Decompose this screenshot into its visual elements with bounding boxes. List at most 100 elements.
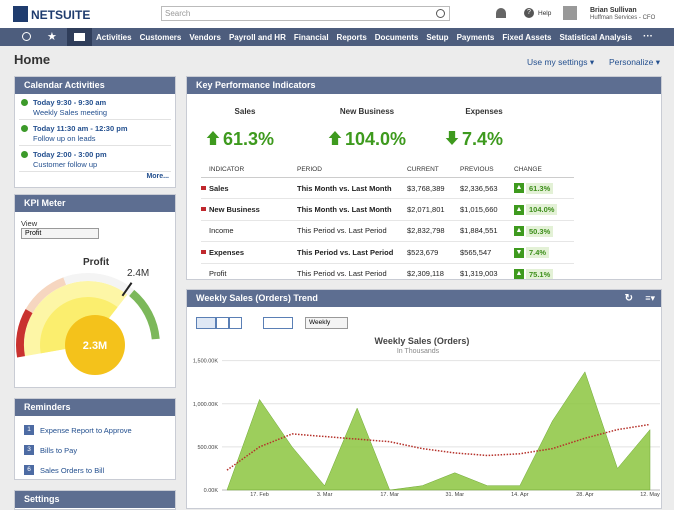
cell-text: $2,071,801 <box>407 205 445 215</box>
change-badge: ▲ 50.3% <box>514 225 554 237</box>
nav-item[interactable]: Fixed Assets <box>502 32 552 42</box>
chart-type-trend[interactable] <box>263 317 293 329</box>
chart-type-bar[interactable] <box>229 317 242 329</box>
table-cell: This Period vs. Last Period <box>297 263 407 279</box>
table-row: Income This Period vs. Last Period $2,832,… <box>201 220 574 243</box>
headline-name: New Business <box>339 107 395 116</box>
event-time[interactable]: Today 9:30 - 9:30 am <box>33 98 107 107</box>
change-badge: ▲ 75.1% <box>514 268 554 279</box>
portlet-title: Reminders <box>15 399 175 416</box>
kpi-table: INDICATOR PERIOD CURRENT PREVIOUS CHANGE Sale… <box>201 161 574 279</box>
cell-text: $565,547 <box>460 247 492 257</box>
nav-item[interactable]: Reports <box>336 32 367 42</box>
help-link[interactable]: Help <box>538 10 552 17</box>
table-row: Expenses This Period vs. Last Period $523,… <box>201 241 574 264</box>
check-icon <box>21 125 28 132</box>
reminder-count: 3 <box>24 445 34 455</box>
table-cell: $2,071,801 <box>407 198 460 221</box>
headline-change: 7.4% <box>462 129 504 149</box>
event-label[interactable]: Customer follow up <box>33 160 98 169</box>
portlet-title: Calendar Activities <box>15 77 175 94</box>
calendar-portlet: Calendar Activities Today 9:30 - 9:30 am… <box>14 76 176 188</box>
cell-text: $1,015,660 <box>460 205 498 215</box>
view-select[interactable]: Profit <box>21 228 99 239</box>
table-cell: $3,768,389 <box>407 177 460 200</box>
home-tab[interactable] <box>67 28 92 46</box>
table-cell: $1,884,551 <box>460 220 514 243</box>
flag-icon <box>201 207 206 212</box>
table-cell: Expenses <box>201 241 297 264</box>
search-icon <box>436 9 445 18</box>
column-header: INDICATOR <box>201 161 297 178</box>
cell-text: Expenses <box>209 247 245 257</box>
cell-text: This Month vs. Last Month <box>297 183 392 193</box>
nav-item[interactable]: Payroll and HR <box>228 32 286 42</box>
nav-item[interactable]: Documents <box>374 32 419 42</box>
change-value: 104.0% <box>526 204 558 216</box>
nav-more[interactable]: ··· <box>643 31 653 42</box>
table-cell: $1,015,660 <box>460 198 514 221</box>
cell-text: Profit <box>209 269 227 279</box>
nav-item[interactable]: Vendors <box>189 32 221 42</box>
reminders-list: 1 Expense Report to Approve 3 Bills to Pay 6… <box>15 416 175 479</box>
table-row: New Business This Month vs. Last Month $2,… <box>201 198 574 221</box>
nav-bar: ★ Activities Customers Vendors Payroll and … <box>0 28 674 46</box>
help-icon[interactable]: ? <box>524 8 534 18</box>
period-value: Weekly <box>309 319 331 326</box>
check-icon <box>21 151 28 158</box>
recent-icon[interactable] <box>496 8 506 18</box>
reminder-count: 1 <box>24 425 34 435</box>
reminder-item: 3 Bills to Pay <box>24 440 166 460</box>
table-cell: $523,679 <box>407 241 460 264</box>
table-cell: ▲ 61.3% <box>514 177 574 200</box>
change-badge: ▲ 61.3% <box>514 182 554 194</box>
event-time[interactable]: Today 11:30 am - 12:30 pm <box>33 124 128 133</box>
nav-item[interactable]: Financial <box>293 32 329 42</box>
nav-item[interactable]: Setup <box>426 32 449 42</box>
recent-nav-icon[interactable] <box>22 32 31 41</box>
change-value: 50.3% <box>526 225 554 237</box>
personalize-menu[interactable]: Personalize ▾ <box>609 57 661 67</box>
event-label[interactable]: Weekly Sales meeting <box>33 108 108 117</box>
table-row: Profit This Period vs. Last Period $2,309,… <box>201 263 574 279</box>
calendar-item: Today 2:00 - 3:00 pm Customer follow up <box>19 146 171 172</box>
avatar[interactable] <box>563 6 577 20</box>
reminders-portlet: Reminders 1 Expense Report to Approve 3 Bil… <box>14 398 176 480</box>
change-icon: ▲ <box>514 183 524 194</box>
column-header: CURRENT <box>407 161 460 178</box>
nav-item[interactable]: Activities <box>96 32 132 42</box>
nav-item[interactable]: Payments <box>456 32 495 42</box>
cell-text: New Business <box>209 205 260 215</box>
search-placeholder: Search <box>165 9 191 18</box>
reminder-label[interactable]: Bills to Pay <box>40 445 78 455</box>
event-time[interactable]: Today 2:00 - 3:00 pm <box>33 150 107 159</box>
chart-type-area[interactable] <box>196 317 216 329</box>
settings-menu[interactable]: Use my settings ▾ <box>527 57 595 67</box>
kpi-meter-portlet: KPI Meter View Profit Profit <box>14 194 176 388</box>
table-cell: This Period vs. Last Period <box>297 241 407 264</box>
change-icon: ▼ <box>514 247 524 258</box>
headline-change: 61.3% <box>223 129 275 149</box>
refresh-icon[interactable]: ↻ <box>624 293 633 304</box>
logo-icon <box>13 6 28 22</box>
menu-icon[interactable]: ≡▾ <box>645 293 655 303</box>
chart-type-line[interactable] <box>216 317 229 329</box>
cell-text: $523,679 <box>407 247 439 257</box>
nav-item[interactable]: Statistical Analysis <box>559 32 633 42</box>
reminder-label[interactable]: Sales Orders to Bill <box>40 465 105 475</box>
user-name[interactable]: Brian Sullivan <box>590 7 637 14</box>
view-select-value: Profit <box>25 230 42 237</box>
nav-item[interactable]: Customers <box>139 32 182 42</box>
nav-items: Activities Customers Vendors Payroll and HR… <box>96 28 632 46</box>
favorites-icon[interactable]: ★ <box>47 31 57 43</box>
search-box[interactable]: Search <box>161 6 450 21</box>
table-cell: $1,319,003 <box>460 263 514 279</box>
more-link[interactable]: More... <box>146 173 169 180</box>
period-select[interactable]: Weekly <box>305 317 348 329</box>
settings-portlet: Settings <box>14 490 176 510</box>
reminder-label[interactable]: Expense Report to Approve <box>40 425 132 435</box>
event-label[interactable]: Follow up on leads <box>33 134 96 143</box>
flag-icon <box>201 250 206 255</box>
table-cell: $2,309,118 <box>407 263 460 279</box>
